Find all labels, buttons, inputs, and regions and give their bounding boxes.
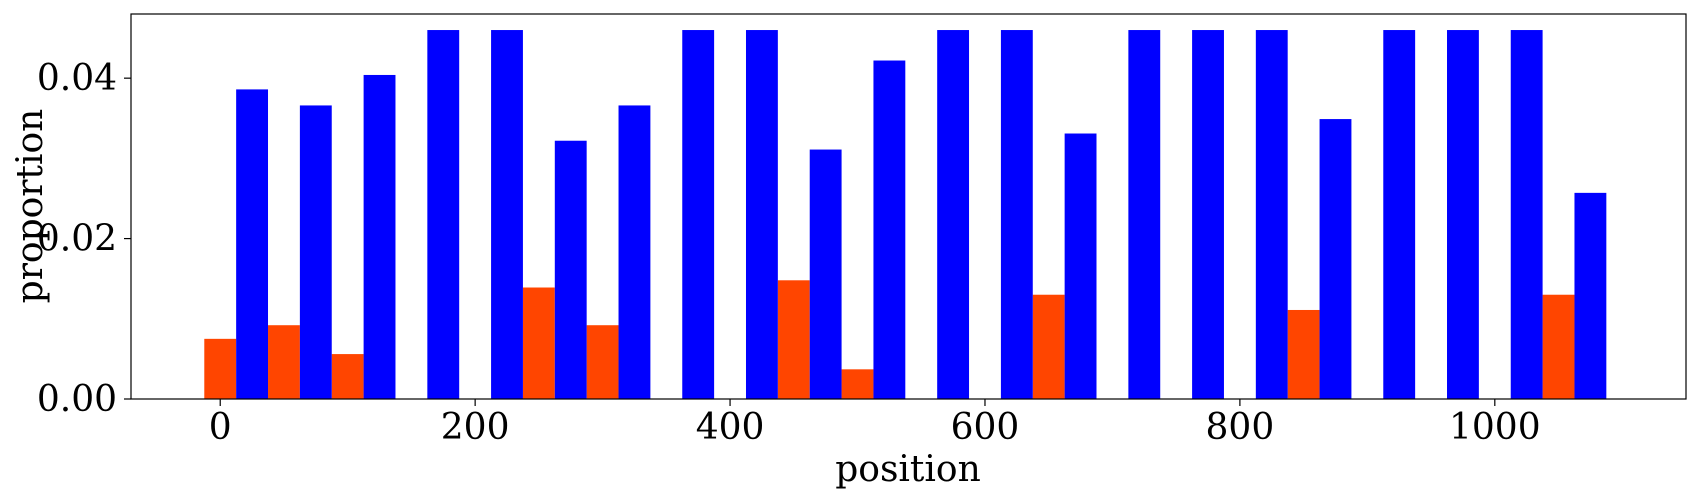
bar-series1-6 bbox=[586, 325, 619, 399]
bar-series1-9 bbox=[777, 280, 810, 399]
bar-series2-15 bbox=[1192, 30, 1224, 399]
bar-series2-6 bbox=[618, 105, 651, 399]
bar-series2-3 bbox=[427, 30, 460, 399]
x-axis: 0 200 400 600 800 1000 bbox=[209, 399, 1541, 448]
bars-group bbox=[204, 30, 1607, 400]
y-tick-label: 0.02 bbox=[37, 219, 117, 260]
bar-series2-11 bbox=[937, 30, 970, 399]
bar-series1-2 bbox=[331, 354, 364, 399]
y-tick-label: 0.04 bbox=[37, 58, 117, 99]
y-axis-title: proportion bbox=[10, 109, 51, 304]
bar-series1-1 bbox=[268, 325, 300, 399]
y-tick-label: 0.00 bbox=[37, 379, 117, 420]
x-tick-label: 0 bbox=[209, 407, 232, 448]
plot-frame bbox=[130, 13, 1687, 400]
bar-series2-12 bbox=[1000, 30, 1033, 399]
bar-series2-4 bbox=[491, 30, 523, 399]
bar-series1-17 bbox=[1287, 309, 1320, 399]
bar-series2-14 bbox=[1128, 30, 1161, 399]
bar-series2-17 bbox=[1319, 119, 1352, 399]
bar-series2-0 bbox=[236, 89, 269, 400]
bar-series2-8 bbox=[745, 30, 778, 399]
bar-series2-21 bbox=[1574, 192, 1607, 399]
bar-series1-10 bbox=[841, 369, 874, 399]
bar-series1-0 bbox=[204, 338, 237, 399]
bar-series1-5 bbox=[522, 287, 555, 399]
bar-series2-9 bbox=[809, 149, 842, 399]
x-tick-label: 400 bbox=[696, 407, 765, 448]
x-axis-title: position bbox=[835, 449, 981, 490]
bar-series1-13 bbox=[1032, 294, 1065, 399]
bar-series2-18 bbox=[1383, 30, 1416, 399]
x-tick-label: 1000 bbox=[1449, 407, 1541, 448]
x-tick-label: 600 bbox=[951, 407, 1020, 448]
bar-series2-1 bbox=[299, 105, 332, 399]
x-tick-label: 800 bbox=[1206, 407, 1275, 448]
bar-series2-2 bbox=[363, 74, 396, 400]
bar-series2-5 bbox=[554, 140, 587, 400]
bar-series2-13 bbox=[1064, 133, 1097, 399]
bar-series2-20 bbox=[1510, 30, 1543, 399]
y-axis: 0.00 0.02 0.04 bbox=[37, 58, 131, 420]
bar-series2-7 bbox=[682, 30, 715, 399]
bar-series2-10 bbox=[873, 60, 906, 400]
bar-series2-16 bbox=[1255, 30, 1288, 399]
x-tick-label: 200 bbox=[441, 407, 510, 448]
bar-series2-19 bbox=[1447, 30, 1479, 399]
bar-series1-21 bbox=[1542, 294, 1575, 399]
